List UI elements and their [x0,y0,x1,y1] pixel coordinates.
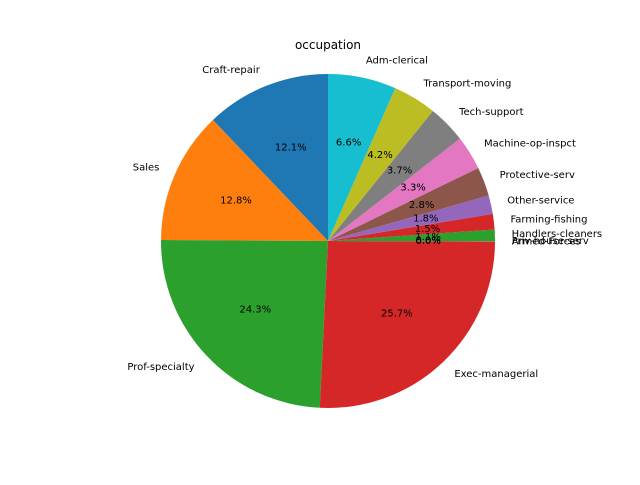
slice-prof-specialty [160,240,328,408]
label-armed-forces: Armed-Forces [512,236,581,247]
slice-tech-support [328,111,460,242]
slice-farming-fishing [328,213,495,241]
slice-machine-op-inspct [328,138,479,241]
slice-sales [161,120,328,241]
slice-craft-repair [212,74,328,241]
pie-slices [160,74,496,409]
slice-priv-house-serv [328,241,496,242]
label-sales: Sales [133,163,160,174]
pct-label-transport-moving: 4.2% [367,150,392,161]
slice-other-service [328,195,493,241]
category-labels: Craft-repair Sales Prof-specialty Exec-mana… [127,56,602,380]
label-exec-managerial: Exec-managerial [454,369,538,380]
label-prof-specialty: Prof-specialty [127,362,194,373]
pct-label-handlers-cleaners: 1.1% [415,232,440,243]
label-adm-clerical: Adm-clerical [366,56,428,67]
pct-label-protective-serv: 2.8% [409,200,434,211]
slice-exec-managerial [319,241,495,409]
pct-label-exec-managerial: 25.7% [381,308,413,319]
label-craft-repair: Craft-repair [202,65,260,76]
label-protective-serv: Protective-serv [500,170,575,181]
pct-label-farming-fishing: 1.5% [415,224,440,235]
slice-transport-moving [328,88,433,241]
slice-armed-forces [328,241,496,242]
slice-adm-clerical [328,74,396,241]
label-priv-house-serv: Priv-house-serv [512,236,589,247]
slice-protective-serv [328,168,489,241]
label-other-service: Other-service [507,196,574,207]
label-handlers-cleaners: Handlers-cleaners [512,229,603,240]
label-tech-support: Tech-support [458,107,523,118]
label-farming-fishing: Farming-fishing [510,214,587,225]
pct-label-sales: 12.8% [220,196,252,207]
label-machine-op-inspct: Machine-op-inspct [484,139,576,150]
pct-label-armed-forces: 0.0% [415,236,440,247]
percent-labels: 12.1%12.8%24.3% 25.7%0.0%0.0%1.1%1.5%1.8%… [220,137,441,319]
pct-label-adm-clerical: 6.6% [336,137,361,148]
slice-handlers-cleaners [328,229,496,242]
pct-label-craft-repair: 12.1% [275,142,307,153]
pct-label-machine-op-inspct: 3.3% [400,183,425,194]
label-transport-moving: Transport-moving [423,79,512,90]
pct-label-other-service: 1.8% [413,214,438,225]
pct-label-priv-house-serv: 0.0% [415,236,440,247]
chart-title: occupation [295,38,361,52]
pct-label-tech-support: 3.7% [387,165,412,176]
pct-label-prof-specialty: 24.3% [239,304,271,315]
